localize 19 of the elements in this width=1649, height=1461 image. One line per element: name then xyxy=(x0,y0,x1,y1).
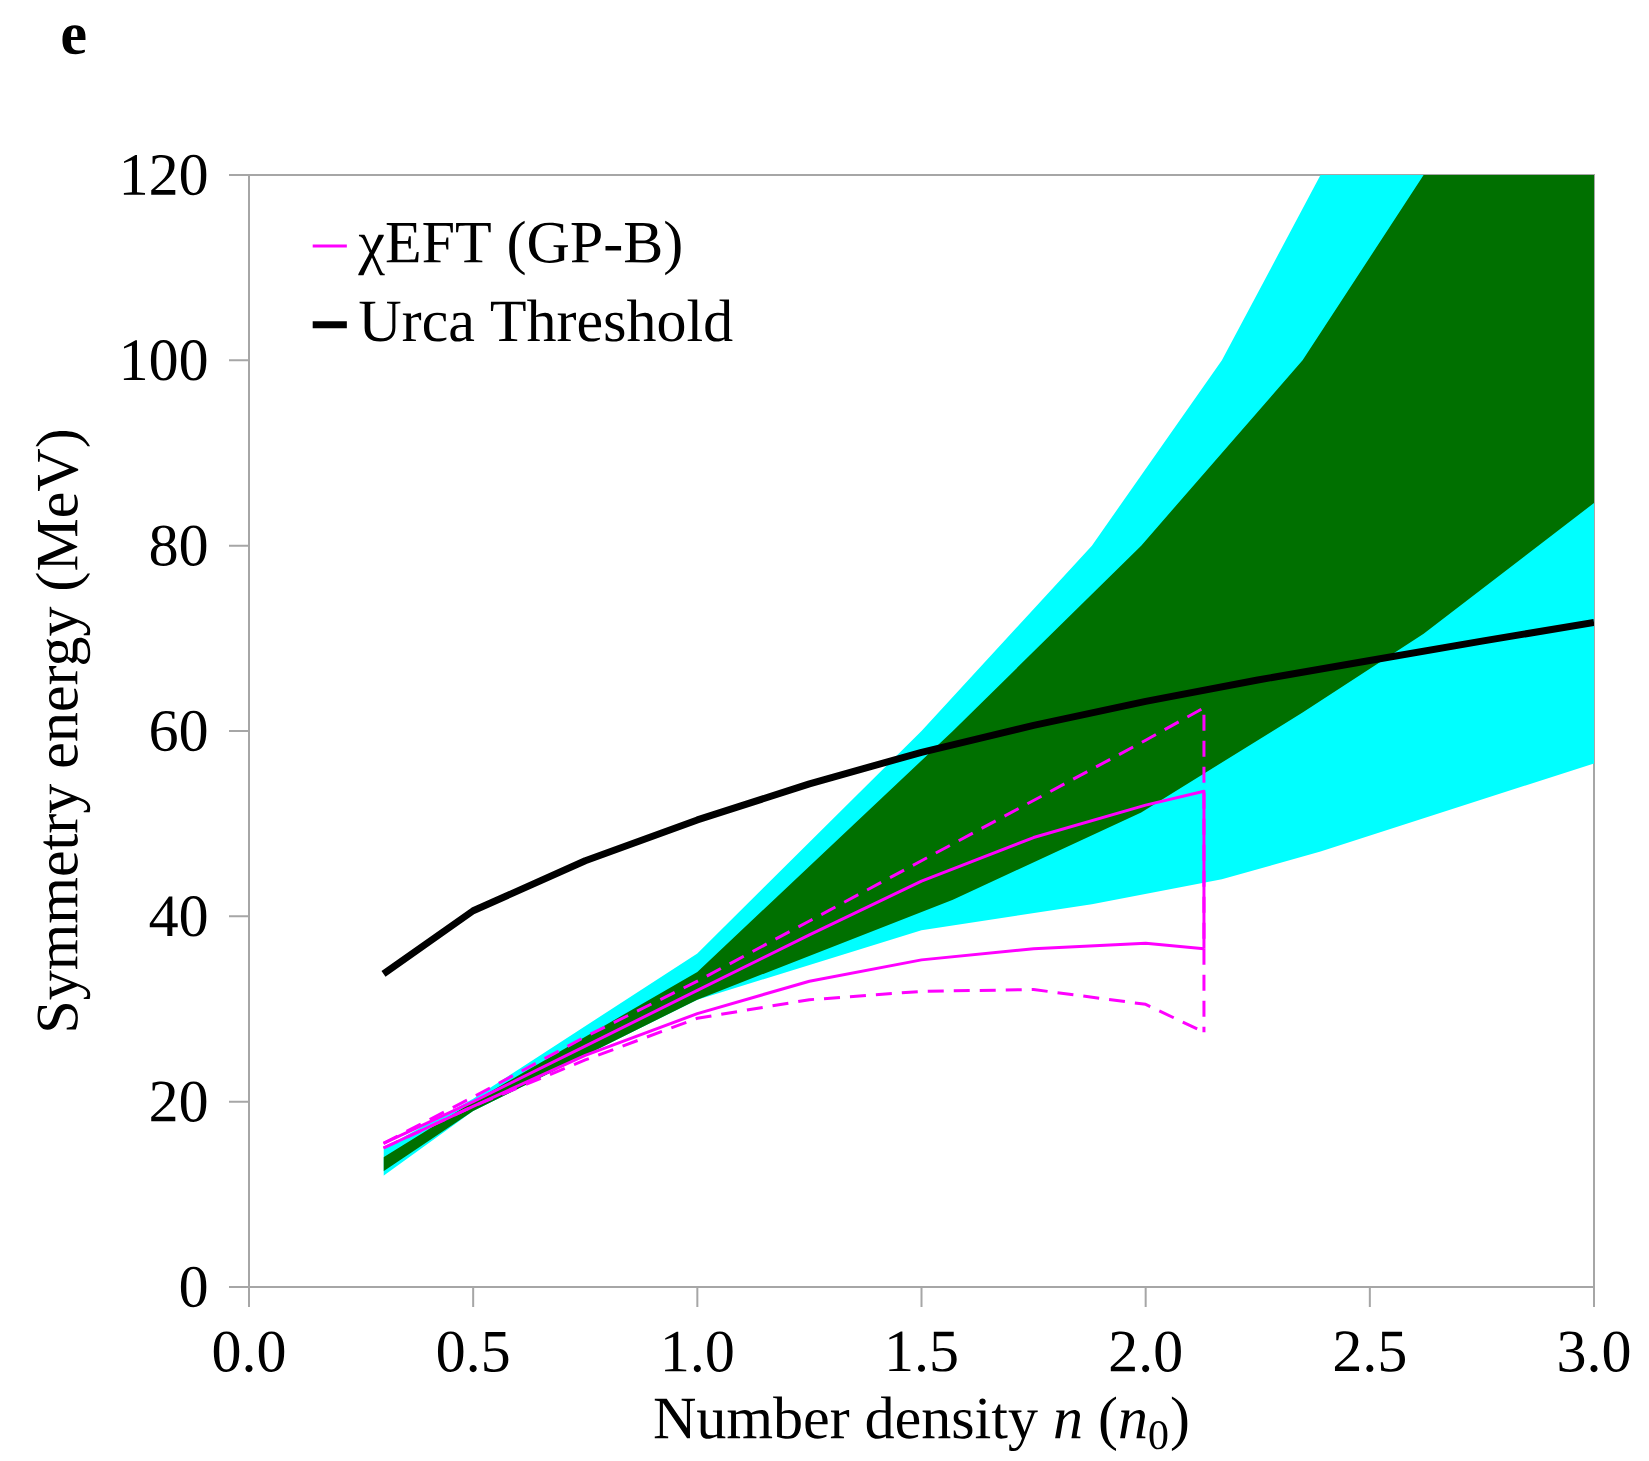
x-tick-label: 3.0 xyxy=(1559,1331,1630,1373)
x-tick-label: 2.5 xyxy=(1334,1331,1405,1372)
y-tick-label: 20 xyxy=(151,1081,207,1122)
x-tick-label: 0.0 xyxy=(213,1331,285,1373)
y-tick-label: 60 xyxy=(151,710,207,752)
x-tick-label: 0.5 xyxy=(437,1331,509,1373)
y-tick-label: 80 xyxy=(150,525,207,566)
x-axis-title: Number density n (n$_{0}$) xyxy=(654,1396,1188,1452)
x-tick-label: 1.5 xyxy=(889,1331,957,1372)
y-tick-label: 0 xyxy=(180,1266,207,1308)
y-axis-title: Symmetry energy (MeV) xyxy=(35,430,91,1030)
y-tick-label: 120 xyxy=(123,154,207,196)
y-tick-label: 100 xyxy=(123,340,207,381)
x-tick-label: 1.0 xyxy=(665,1331,733,1373)
legend-label: Urca Threshold xyxy=(359,299,733,342)
text: e xyxy=(62,25,86,55)
legend-label: χEFT (GP-B) xyxy=(358,220,681,276)
x-tick-label: 2.0 xyxy=(1110,1331,1181,1373)
y-tick-label: 40 xyxy=(149,896,207,937)
